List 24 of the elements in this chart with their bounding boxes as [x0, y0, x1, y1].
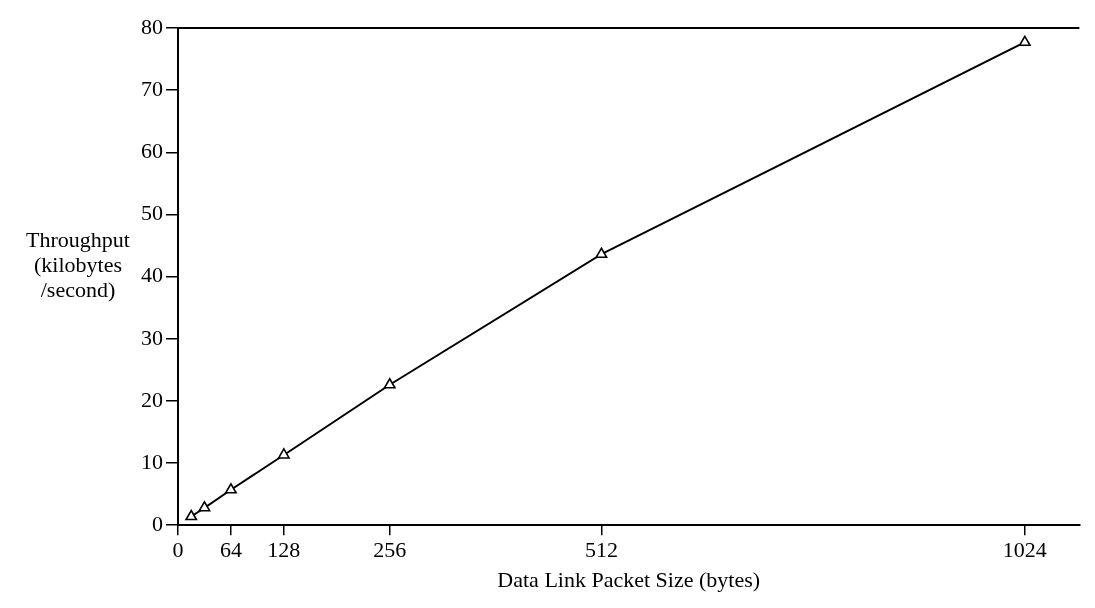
y-tick-label: 10	[141, 448, 163, 474]
y-tick-label: 0	[152, 510, 163, 536]
y-tick-label: 20	[141, 386, 163, 412]
point	[595, 247, 608, 259]
point	[383, 377, 396, 389]
x-tick-label: 64	[219, 537, 242, 563]
point	[198, 501, 211, 512]
y-tick-label: 60	[141, 138, 163, 164]
y-tick-label: 80	[141, 13, 163, 39]
y-axis-title: Throughput (kilobytes /second)	[26, 227, 130, 303]
y-tick-label: 30	[141, 324, 163, 350]
x-tick-label: 0	[172, 537, 184, 563]
x-tick-label: 256	[373, 537, 407, 563]
y-tick-label: 40	[141, 262, 163, 288]
x-tick-label: 512	[584, 537, 618, 563]
point	[277, 448, 290, 459]
x-tick-label: 128	[267, 537, 301, 563]
point	[1018, 35, 1031, 47]
x-axis-title: Data Link Packet Size (bytes)	[497, 566, 761, 592]
point	[185, 509, 198, 521]
x-tick-label: 1024	[1002, 537, 1047, 563]
y-tick-label: 70	[141, 75, 163, 101]
point	[224, 482, 237, 494]
y-tick-label: 50	[141, 200, 163, 226]
